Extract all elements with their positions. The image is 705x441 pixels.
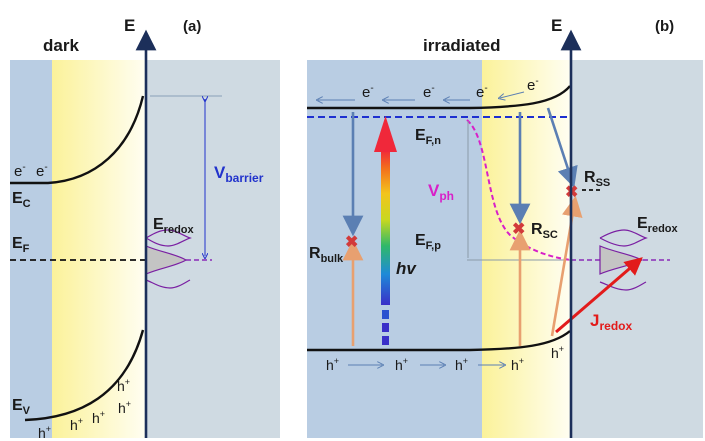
- photon-dash-1: [382, 336, 389, 345]
- redox-distribution-lower-a: [145, 279, 191, 289]
- hole-label-b3: h+: [455, 356, 468, 373]
- hole-label-a2: h+: [70, 416, 83, 433]
- hole-label-a5: h+: [117, 377, 130, 394]
- jredox-arrow: [555, 257, 643, 334]
- redox-distribution-upper-a: [145, 229, 192, 247]
- bulk-region-b: [307, 60, 482, 438]
- redox-distribution-upper-b: [599, 229, 648, 247]
- bulk-region-a: [10, 60, 52, 438]
- vbarrier-label: Vbarrier: [214, 163, 264, 185]
- vph-label: Vph: [428, 181, 454, 203]
- hv-label: hv: [396, 259, 417, 278]
- photon-excitation-arrowhead: [374, 116, 397, 152]
- panel-a-axis-label: E: [124, 16, 135, 35]
- panel-a-tag: (a): [183, 18, 201, 35]
- valence-band-b: [307, 330, 571, 352]
- photon-excitation-bar: [381, 150, 390, 305]
- electron-label-b2: e-: [423, 83, 435, 101]
- conduction-band-b: [307, 85, 571, 110]
- hole-label-a3: h+: [92, 409, 105, 426]
- electrolyte-region-b: [571, 60, 703, 438]
- rbulk-label: Rbulk: [309, 245, 344, 265]
- efp-label: EF,p: [415, 232, 441, 252]
- space-charge-region-a: [52, 60, 146, 438]
- panel-b-axis-label: E: [551, 16, 562, 35]
- panel-b-tag: (b): [655, 18, 674, 35]
- ev-label: EV: [12, 397, 31, 417]
- panel-b-title: irradiated: [423, 36, 500, 55]
- redox-distribution-gaussian-a: [145, 245, 188, 275]
- photon-dash-2: [382, 323, 389, 332]
- redox-distribution-lower-b: [599, 281, 647, 291]
- panel-a: dark E (a) e- e- EC EF EV h+ h+ h+ h+ h+…: [10, 16, 280, 441]
- electron-label-b3: e-: [476, 83, 488, 101]
- valence-band-a: [24, 329, 145, 422]
- ef-label: EF: [12, 235, 30, 255]
- panel-b: ✖ ✖ ✖ irradiated E (b) e- e- e- e- EF,n …: [307, 16, 703, 438]
- bulk-recomb-x: ✖: [345, 234, 358, 251]
- conduction-band-a: [10, 95, 145, 185]
- eredox-label-a: Eredox: [153, 216, 195, 236]
- hole-label-b1: h+: [326, 356, 339, 373]
- electron-label-a1: e-: [14, 162, 26, 180]
- electron-label-b1: e-: [362, 83, 374, 101]
- jredox-label: Jredox: [590, 311, 632, 333]
- eredox-label-b: Eredox: [637, 215, 679, 235]
- vph-dashed-curve: [466, 119, 572, 261]
- efn-label: EF,n: [415, 127, 441, 147]
- ec-label: EC: [12, 190, 31, 210]
- ss-recomb-electron-arrow: [546, 107, 578, 188]
- hole-label-a1: h+: [38, 424, 51, 441]
- electron-drift-arrow-4: [500, 91, 525, 98]
- photon-dash-3: [382, 310, 389, 319]
- hole-label-b4: h+: [511, 356, 524, 373]
- electrolyte-region-a: [146, 60, 280, 438]
- electron-label-b4: e-: [527, 76, 539, 94]
- electron-label-a2: e-: [36, 162, 48, 180]
- rss-label: RSS: [584, 169, 610, 189]
- hole-label-b2: h+: [395, 356, 408, 373]
- hole-label-a4: h+: [118, 399, 131, 416]
- sc-recomb-x: ✖: [512, 221, 525, 238]
- hole-label-b5: h+: [551, 344, 564, 361]
- rsc-label: RSC: [531, 221, 558, 241]
- panel-a-title: dark: [43, 36, 79, 55]
